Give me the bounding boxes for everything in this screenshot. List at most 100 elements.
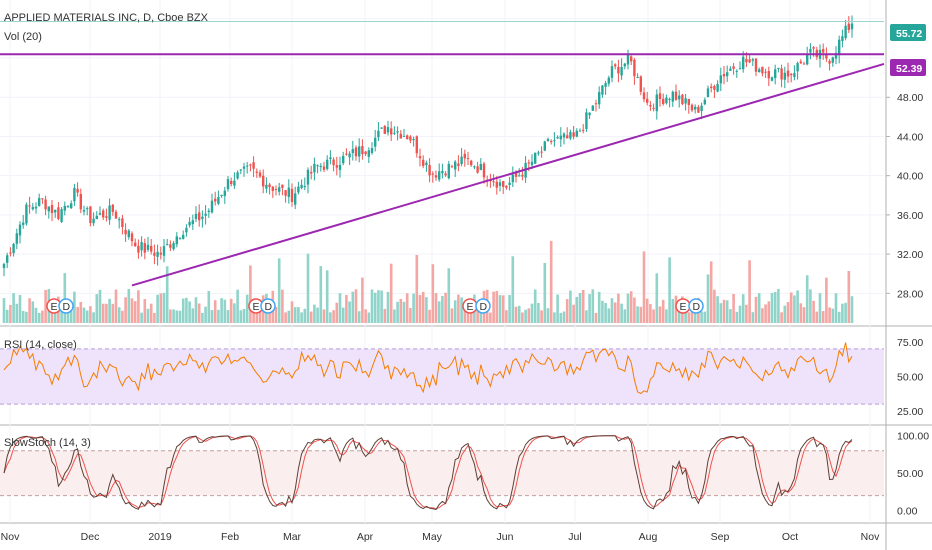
candle-body [82,210,86,212]
candle-body [409,136,412,141]
volume-bar [741,294,745,323]
volume-bar [597,291,601,323]
volume-bar [421,291,425,323]
volume-bar [802,307,806,323]
candle-body [345,153,348,155]
candle-body [508,182,511,185]
volume-bar [21,310,25,323]
candle-body [633,59,636,77]
candle-body [454,161,457,170]
candle-body [322,166,326,170]
volume-bar [450,308,454,323]
volume-bar [645,298,649,323]
volume-bar [639,306,643,323]
candle-body [719,75,722,84]
candle-body [185,227,188,233]
candle-body [690,104,694,111]
candle-body [313,163,316,173]
candle-body [79,194,82,210]
time-tick-label: Apr [357,531,374,543]
volume-bar [441,296,444,323]
time-tick-label: Sep [711,531,730,543]
volume-bar [306,253,310,323]
candle-body [396,131,399,133]
volume-bar [5,309,9,323]
candle-body [518,175,521,177]
volume-bar [101,303,105,323]
candle-body [495,181,498,188]
volume-bar [329,312,332,323]
volume-bar [719,303,723,323]
volume-bar [297,307,300,323]
candle-body [300,184,303,189]
volume-bar [287,310,291,323]
price-tick-label: 44.00 [897,131,923,143]
candle-body [847,23,850,30]
volume-bar [114,289,118,323]
volume-bar [165,266,169,323]
dividend-marker [475,298,491,314]
volume-bar [617,293,620,323]
candle-body [310,172,313,174]
candle-body [559,135,562,140]
candle-body [172,243,175,250]
candle-body [694,106,697,110]
volume-bar [687,312,691,323]
rsi-label: RSI (14, close) [4,339,77,351]
candle-body [678,95,681,100]
candle-body [188,221,191,226]
volume-bar [850,296,854,323]
candle-body [729,68,732,71]
volume-bar [777,289,780,323]
volume-bar [530,303,534,323]
volume-bar [303,308,307,323]
candle-body [290,188,294,203]
stoch-tick-label: 50.00 [897,468,923,480]
volume-bar [793,295,796,323]
candle-body [175,236,178,245]
volume-bar [633,297,636,323]
volume-bar [716,296,719,323]
volume-label: Vol (20) [4,31,42,43]
volume-bar [386,291,390,323]
candle-body [54,209,57,213]
price-tick-label: 48.00 [897,92,923,104]
candle-body [386,127,390,133]
volume-bar [677,308,681,323]
volume-bar [50,312,54,323]
dividend-marker [58,298,74,314]
volume-bar [204,306,207,323]
candle-body [822,49,825,53]
volume-bar [332,310,335,323]
candle-body [252,162,255,169]
time-tick-label: Nov [861,531,880,543]
candle-body [358,146,361,157]
candle-body [537,152,540,154]
volume-bar [255,304,259,323]
volume-bar [636,306,639,323]
candle-body [111,204,114,212]
volume-bar [434,293,438,323]
candle-body [41,198,44,200]
volume-bar [613,302,617,323]
volume-bar [156,294,159,323]
volume-bar [511,256,515,323]
volume-bar [335,302,339,323]
candle-body [428,164,431,176]
volume-bar [588,294,591,323]
candle-body [703,99,706,105]
volume-bar [194,297,198,323]
volume-bar [623,309,627,323]
volume-bar [313,304,316,323]
rsi-tick-label: 75.00 [897,337,923,349]
volume-bar [210,310,214,323]
volume-bar [409,308,412,323]
candle-body [722,74,726,77]
candle-body [242,166,246,169]
candle-body [281,184,284,188]
volume-bar [169,309,172,323]
volume-bar [367,312,371,323]
candle-body [786,70,790,77]
volume-bar [60,305,63,323]
